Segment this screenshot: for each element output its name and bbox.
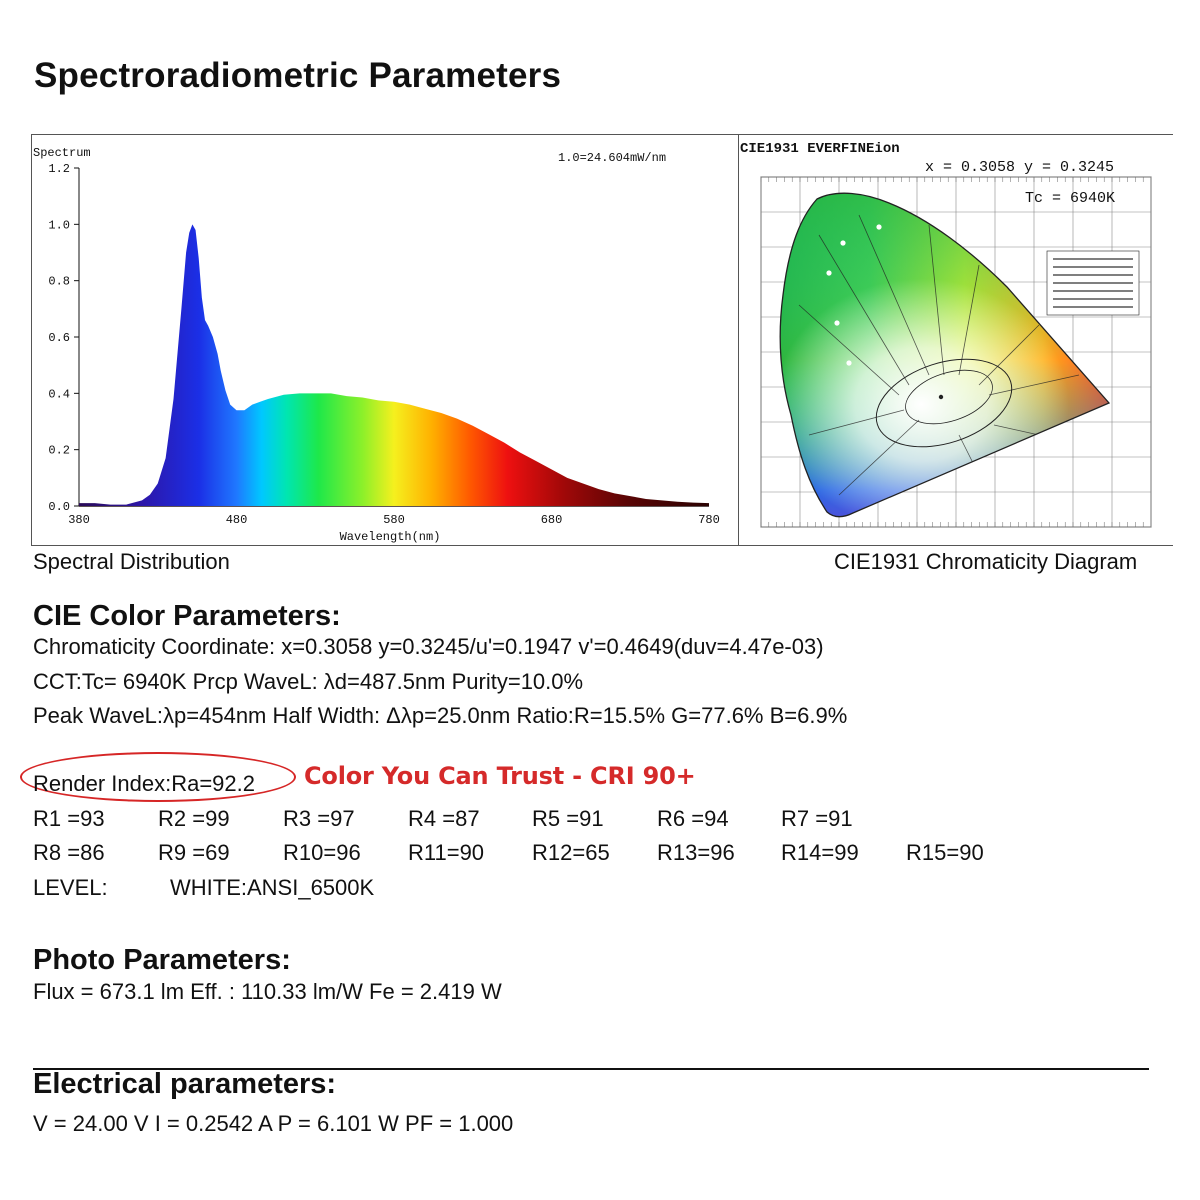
r-value: R6 =94 [657,806,729,831]
r-value: R8 =86 [33,840,105,865]
r-value: R12=65 [532,840,610,865]
r-value: R13=96 [657,840,735,865]
measured-point-marker [938,394,944,400]
cie-white-markers [826,224,882,366]
r-value: R1 =93 [33,806,105,831]
cie-coordinates: x = 0.3058 y = 0.3245 [925,159,1114,176]
source-legend-lines [1053,258,1133,308]
page-title: Spectroradiometric Parameters [34,56,562,95]
r-values-row-2: R8 =86 R9 =69 R10=96 R11=90 R12=65 R13=9… [0,840,1200,870]
panel-divider [738,135,739,545]
spectrum-ticks: 0.0 0.2 0.4 0.6 0.8 1.0 1.2 380 480 580 680 780 [48,162,719,527]
spectrum-panel-label: Spectrum [33,146,91,160]
render-index-highlight [20,752,296,802]
electrical-parameters-heading: Electrical parameters: [33,1068,337,1100]
cri-tagline: Color You Can Trust - CRI 90+ [304,762,696,790]
planckian-locus-ellipse [875,358,1013,448]
spectrum-chart: Spectrum 1.0=24.604mW/nm 0.0 0.2 0.4 0.6 0.8… [33,146,720,544]
cie-chromaticity-diagram: CIE1931 EVERFINEion x = 0.3058 y = 0.324… [739,135,1173,545]
x-tick-label: 480 [226,513,248,527]
level-value: WHITE:ANSI_6500K [170,875,375,900]
r-value: R11=90 [408,840,485,865]
r-value: R9 =69 [158,840,230,865]
spectral-locus [779,192,1111,518]
inner-ellipse [905,369,993,425]
cie-color-temperature: Tc = 6940K [1025,190,1115,207]
x-tick-label: 580 [383,513,405,527]
x-tick-label: 380 [68,513,90,527]
y-tick-label: 1.0 [48,218,70,232]
r-value: R7 =91 [781,806,853,831]
r-value: R14=99 [781,840,859,865]
measurement-panels: Spectrum 1.0=24.604mW/nm 0.0 0.2 0.4 0.6 0.8… [31,134,1173,546]
photo-parameters-heading: Photo Parameters: [33,944,291,976]
spectrum-scale-note: 1.0=24.604mW/nm [558,151,666,165]
y-tick-label: 0.2 [48,444,70,458]
cie-title: CIE1931 EVERFINEion [740,141,900,157]
y-tick-label: 0.4 [48,387,70,401]
r-value: R15=90 [906,840,984,865]
render-index: Render Index:Ra=92.2 [33,771,255,796]
y-tick-label: 0.8 [48,275,70,289]
chromaticity-coordinate-line: Chromaticity Coordinate: x=0.3058 y=0.32… [33,634,824,659]
section-rule [33,1068,1149,1070]
r-value: R3 =97 [283,806,355,831]
x-tick-label: 780 [698,513,720,527]
r-values-row-1: R1 =93 R2 =99 R3 =97 R4 =87 R5 =91 R6 =9… [0,806,1200,836]
peak-wavelength-line: Peak WaveL:λp=454nm Half Width: Δλp=25.0… [33,703,848,728]
cct-line: CCT:Tc= 6940K Prcp WaveL: λd=487.5nm Pur… [33,669,584,694]
y-tick-label: 1.2 [48,162,70,176]
cie-caption: CIE1931 Chromaticity Diagram [834,549,1138,574]
cie-color-parameters-heading: CIE Color Parameters: [33,600,341,632]
electrical-parameters-line: V = 24.00 V I = 0.2542 A P = 6.101 W PF … [33,1111,514,1136]
photo-parameters-line: Flux = 673.1 lm Eff. : 110.33 lm/W Fe = … [33,979,502,1004]
r-value: R2 =99 [158,806,230,831]
r-value: R4 =87 [408,806,480,831]
spectrum-x-axis-label: Wavelength(nm) [340,530,441,544]
y-tick-label: 0.0 [48,500,70,514]
x-tick-label: 680 [541,513,563,527]
r-value: R10=96 [283,840,361,865]
spectrum-curve [79,224,709,506]
r-value: R5 =91 [532,806,604,831]
spectrum-caption: Spectral Distribution [33,549,230,574]
y-tick-label: 0.6 [48,331,70,345]
level-label: LEVEL: [33,875,108,900]
